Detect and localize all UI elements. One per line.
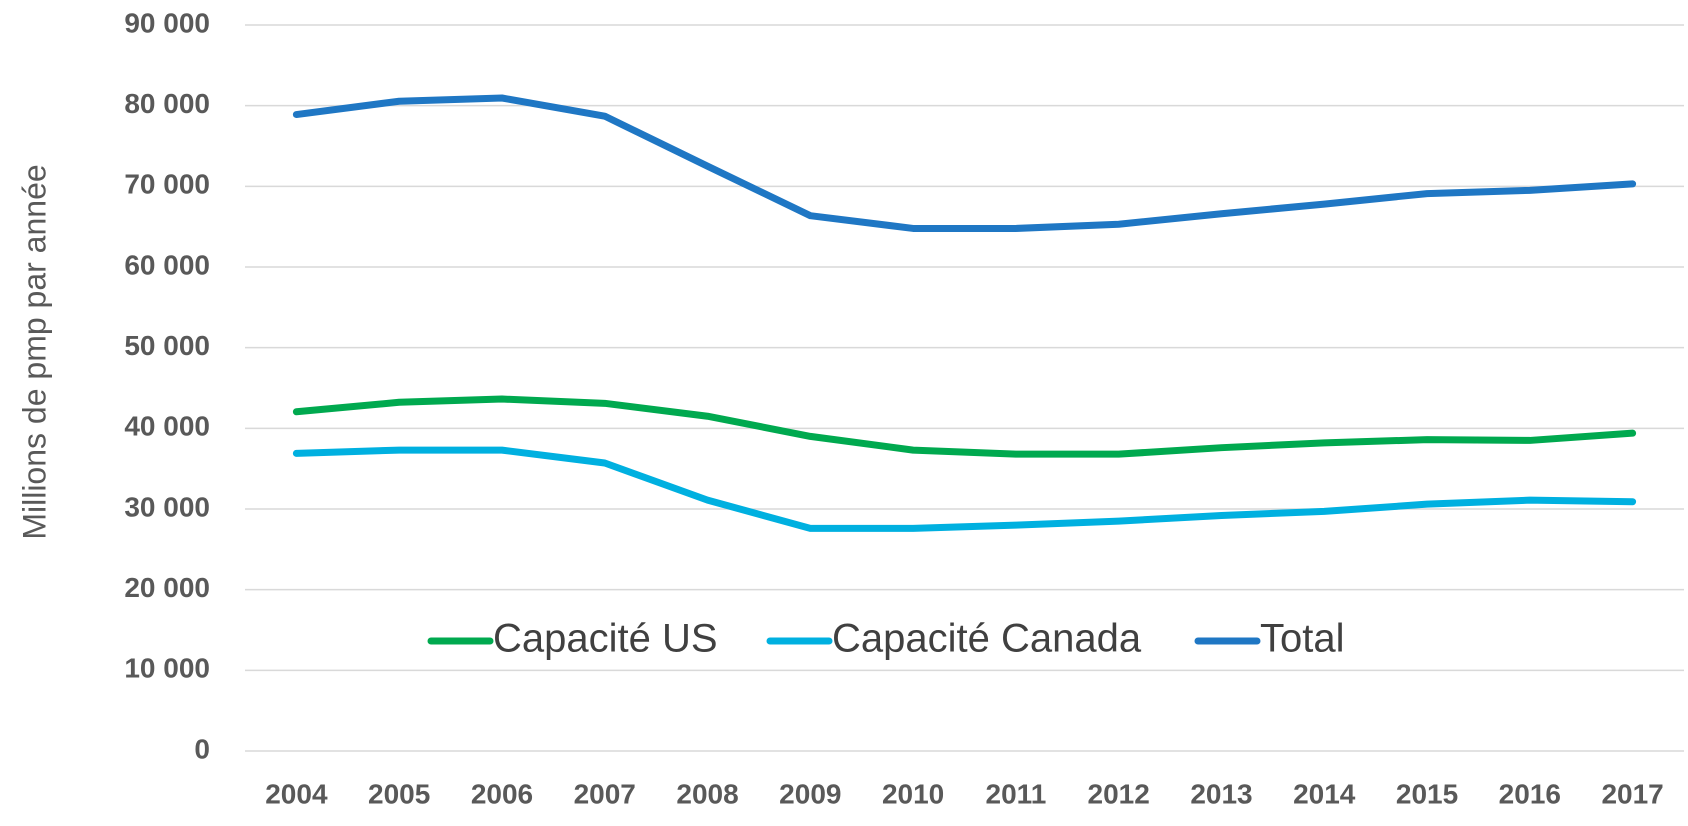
- x-tick-label: 2005: [368, 778, 430, 809]
- x-tick-label: 2014: [1293, 778, 1356, 809]
- y-tick-label: 10 000: [124, 653, 210, 684]
- x-tick-label: 2011: [986, 778, 1047, 809]
- series-line: [292, 395, 1637, 458]
- x-tick-label: 2006: [471, 778, 533, 809]
- y-tick-label: 20 000: [124, 572, 210, 603]
- x-tick-label: 2004: [265, 778, 328, 809]
- x-tick-label: 2009: [779, 778, 841, 809]
- y-tick-label: 0: [194, 733, 210, 764]
- x-tick-label: 2017: [1601, 778, 1663, 809]
- series-line: [292, 446, 1637, 532]
- y-tick-label: 60 000: [124, 249, 210, 280]
- series-line: [292, 94, 1637, 232]
- x-tick-label: 2016: [1499, 778, 1561, 809]
- y-axis-label: Millions de pmp par année: [16, 164, 52, 539]
- y-tick-label: 70 000: [124, 169, 210, 200]
- y-tick-label: 50 000: [124, 330, 210, 361]
- x-tick-label: 2007: [574, 778, 636, 809]
- x-tick-label: 2013: [1190, 778, 1252, 809]
- y-tick-label: 90 000: [124, 7, 210, 38]
- legend-label: Capacité US: [493, 617, 718, 661]
- x-tick-label: 2010: [882, 778, 944, 809]
- legend-label: Total: [1260, 617, 1345, 661]
- legend-label: Capacité Canada: [832, 617, 1142, 661]
- y-tick-label: 40 000: [124, 411, 210, 442]
- y-tick-label: 80 000: [124, 88, 210, 119]
- x-tick-label: 2015: [1396, 778, 1458, 809]
- x-tick-label: 2012: [1088, 778, 1150, 809]
- y-tick-label: 30 000: [124, 491, 210, 522]
- x-tick-label: 2008: [676, 778, 738, 809]
